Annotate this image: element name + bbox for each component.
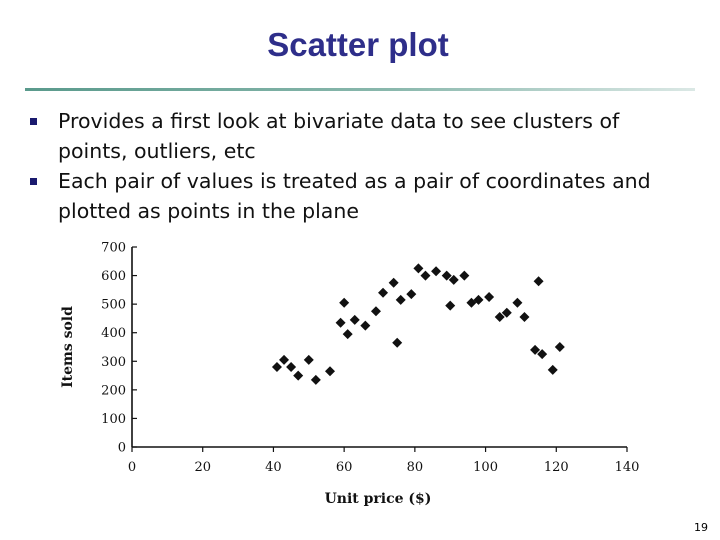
y-tick-label: 600 — [101, 269, 126, 284]
y-tick-label: 100 — [101, 412, 126, 427]
scatter-point — [530, 344, 541, 355]
chart-points — [271, 263, 565, 385]
scatter-point — [448, 274, 459, 285]
scatter-point — [420, 270, 431, 281]
square-bullet-icon — [30, 118, 37, 125]
scatter-point — [501, 307, 512, 318]
scatter-point — [406, 289, 417, 300]
x-tick-label: 100 — [473, 460, 498, 475]
scatter-point — [279, 354, 290, 365]
scatter-point — [547, 364, 558, 375]
y-axis-label: Items sold — [60, 306, 76, 388]
x-tick-label: 0 — [128, 460, 136, 475]
scatter-point — [533, 276, 544, 287]
scatter-point — [519, 312, 530, 322]
scatter-point — [271, 362, 282, 372]
scatter-point — [537, 349, 548, 360]
scatter-point — [431, 266, 442, 277]
scatter-point — [554, 342, 565, 352]
scatter-point — [459, 270, 470, 281]
x-tick-label: 140 — [615, 460, 640, 475]
bullet-item: Provides a first look at bivariate data … — [28, 106, 688, 166]
bullet-list: Provides a first look at bivariate data … — [28, 106, 688, 226]
scatter-point — [310, 374, 321, 385]
y-tick-label: 500 — [101, 298, 126, 313]
scatter-point — [413, 263, 424, 274]
scatter-point — [484, 292, 495, 302]
y-tick-label: 300 — [101, 355, 126, 370]
scatter-point — [293, 370, 304, 381]
x-tick-label: 60 — [336, 460, 353, 475]
x-tick-label: 40 — [265, 460, 282, 475]
scatter-point — [349, 314, 360, 325]
scatter-point — [392, 337, 403, 348]
scatter-chart: 0 100 200 300 400 500 600 700 0 20 40 60 80 100 120 140… — [60, 241, 639, 508]
page-number: 19 — [694, 521, 708, 534]
bullet-text: Provides a first look at bivariate data … — [58, 109, 620, 163]
bullet-item: Each pair of values is treated as a pair… — [28, 166, 688, 226]
y-tick-label: 200 — [101, 383, 126, 398]
scatter-point — [339, 297, 350, 308]
square-bullet-icon — [30, 178, 37, 185]
x-tick-label: 20 — [194, 460, 211, 475]
y-tick-label: 400 — [101, 326, 126, 341]
scatter-point — [395, 294, 406, 305]
scatter-point — [494, 312, 505, 322]
scatter-point — [441, 270, 452, 281]
scatter-point — [303, 354, 314, 365]
scatter-point — [512, 297, 523, 308]
scatter-point — [360, 320, 371, 331]
scatter-point — [370, 306, 381, 317]
title-divider — [25, 88, 695, 91]
bullet-text: Each pair of values is treated as a pair… — [58, 169, 651, 223]
x-tick-label: 120 — [544, 460, 569, 475]
scatter-point — [325, 366, 335, 377]
x-axis-label: Unit price ($) — [325, 491, 432, 507]
scatter-point — [378, 287, 389, 298]
chart-axes — [131, 247, 627, 448]
scatter-point — [473, 294, 484, 305]
x-tick-label: 80 — [407, 460, 424, 475]
scatter-point — [388, 277, 399, 288]
y-tick-label: 700 — [101, 241, 126, 256]
scatter-point — [335, 317, 346, 328]
scatter-point — [445, 300, 456, 311]
scatter-point — [286, 362, 297, 372]
slide-title: Scatter plot — [267, 26, 449, 63]
scatter-point — [342, 329, 353, 340]
y-tick-label: 0 — [118, 441, 126, 456]
chart-ticks: 0 100 200 300 400 500 600 700 0 20 40 60 80 100 120 140 — [101, 241, 639, 476]
